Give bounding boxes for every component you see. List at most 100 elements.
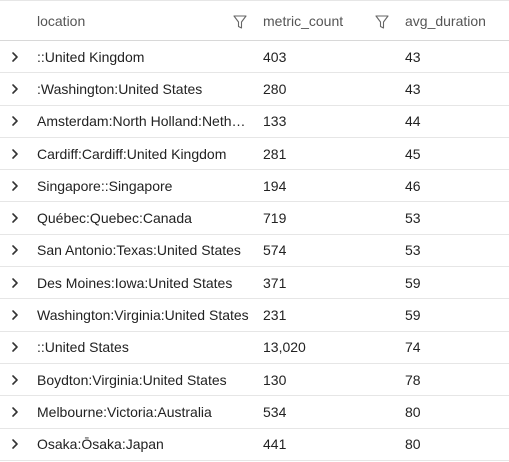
cell-avg-duration: 78 bbox=[405, 371, 421, 388]
column-header-location-label: location bbox=[37, 12, 86, 29]
cell-avg-duration: 80 bbox=[405, 436, 421, 453]
cell-avg-duration: 43 bbox=[405, 48, 421, 65]
table-row[interactable]: San Antonio:Texas:United States 574 53 bbox=[0, 235, 509, 268]
cell-metric-count: 371 bbox=[263, 274, 287, 291]
cell-location: ::United States bbox=[37, 332, 249, 363]
cell-location-text: Washington:Virginia:United States bbox=[37, 307, 249, 324]
column-header-metric-count-label: metric_count bbox=[263, 12, 344, 29]
expand-row-button[interactable] bbox=[0, 267, 30, 298]
table-row[interactable]: ::United Kingdom 403 43 bbox=[0, 41, 509, 74]
cell-location: Des Moines:Iowa:United States bbox=[37, 267, 249, 298]
chevron-right-icon bbox=[12, 84, 18, 94]
table-row[interactable]: Melbourne:Victoria:Australia 534 80 bbox=[0, 396, 509, 429]
column-header-avg-duration-label: avg_duration bbox=[405, 12, 486, 29]
table-row[interactable]: Washington:Virginia:United States 231 59 bbox=[0, 299, 509, 332]
expand-row-button[interactable] bbox=[0, 396, 30, 427]
cell-metric-count: 441 bbox=[263, 436, 287, 453]
cell-metric-count: 280 bbox=[263, 80, 287, 97]
grid-header: location metric_count avg_duration bbox=[0, 1, 509, 41]
table-row[interactable]: Boydton:Virginia:United States 130 78 bbox=[0, 364, 509, 397]
column-header-metric-count[interactable]: metric_count bbox=[263, 1, 383, 40]
cell-location: Washington:Virginia:United States bbox=[37, 299, 249, 330]
table-row[interactable]: ::United States 13,020 74 bbox=[0, 332, 509, 364]
chevron-right-icon bbox=[12, 116, 18, 127]
cell-location: Singapore::Singapore bbox=[37, 170, 249, 201]
cell-metric-count: 130 bbox=[263, 371, 287, 388]
expand-row-button[interactable] bbox=[0, 73, 30, 104]
cell-location-text: ::United Kingdom bbox=[37, 48, 145, 65]
table-row[interactable]: Amsterdam:North Holland:Netherlands 133 … bbox=[0, 106, 509, 138]
cell-location-text: Des Moines:Iowa:United States bbox=[37, 274, 233, 291]
filter-icon[interactable] bbox=[374, 14, 390, 30]
cell-avg-duration: 45 bbox=[405, 145, 421, 162]
cell-metric-count: 133 bbox=[263, 113, 287, 130]
expand-row-button[interactable] bbox=[0, 235, 30, 266]
table-row[interactable]: Cardiff:Cardiff:United Kingdom 281 45 bbox=[0, 138, 509, 171]
cell-location-text: Amsterdam:North Holland:Netherlands bbox=[37, 113, 249, 130]
cell-location: Osaka:Ōsaka:Japan bbox=[37, 429, 249, 460]
chevron-right-icon bbox=[12, 310, 18, 320]
chevron-right-icon bbox=[12, 407, 18, 417]
cell-location: Melbourne:Victoria:Australia bbox=[37, 396, 249, 427]
cell-metric-count: 13,020 bbox=[263, 339, 306, 356]
cell-avg-duration: 46 bbox=[405, 177, 421, 194]
cell-metric-count: 194 bbox=[263, 177, 287, 194]
cell-metric-count: 231 bbox=[263, 307, 287, 324]
expand-row-button[interactable] bbox=[0, 138, 30, 169]
cell-location-text: Melbourne:Victoria:Australia bbox=[37, 403, 212, 420]
chevron-right-icon bbox=[12, 342, 18, 353]
cell-metric-count: 281 bbox=[263, 145, 287, 162]
cell-metric-count: 719 bbox=[263, 210, 287, 227]
chevron-right-icon bbox=[12, 213, 18, 223]
cell-avg-duration: 80 bbox=[405, 403, 421, 420]
cell-avg-duration: 43 bbox=[405, 80, 421, 97]
cell-location: Québec:Quebec:Canada bbox=[37, 202, 249, 233]
cell-location-text: San Antonio:Texas:United States bbox=[37, 242, 241, 259]
table-row[interactable]: Singapore::Singapore 194 46 bbox=[0, 170, 509, 203]
chevron-right-icon bbox=[12, 374, 18, 385]
filter-icon[interactable] bbox=[232, 14, 248, 30]
chevron-right-icon bbox=[12, 277, 18, 288]
expand-row-button[interactable] bbox=[0, 202, 30, 233]
cell-avg-duration: 59 bbox=[405, 274, 421, 291]
cell-avg-duration: 59 bbox=[405, 307, 421, 324]
cell-metric-count: 403 bbox=[263, 48, 287, 65]
cell-location-text: Québec:Quebec:Canada bbox=[37, 210, 192, 227]
cell-location-text: ::United States bbox=[37, 339, 129, 356]
cell-location-text: :Washington:United States bbox=[37, 80, 203, 97]
cell-avg-duration: 74 bbox=[405, 339, 421, 356]
expand-row-button[interactable] bbox=[0, 170, 30, 201]
cell-location-text: Cardiff:Cardiff:United Kingdom bbox=[37, 145, 227, 162]
expand-row-button[interactable] bbox=[0, 106, 30, 137]
cell-location: Cardiff:Cardiff:United Kingdom bbox=[37, 138, 249, 169]
cell-location-text: Boydton:Virginia:United States bbox=[37, 371, 227, 388]
cell-location: ::United Kingdom bbox=[37, 41, 249, 72]
cell-location-text: Osaka:Ōsaka:Japan bbox=[37, 436, 164, 453]
cell-location: Boydton:Virginia:United States bbox=[37, 364, 249, 395]
chevron-right-icon bbox=[12, 439, 18, 450]
chevron-right-icon bbox=[12, 51, 18, 62]
cell-location: Amsterdam:North Holland:Netherlands bbox=[37, 106, 249, 137]
table-row[interactable]: Des Moines:Iowa:United States 371 59 bbox=[0, 267, 509, 300]
column-header-location[interactable]: location bbox=[37, 1, 249, 40]
chevron-right-icon bbox=[12, 245, 18, 256]
expand-row-button[interactable] bbox=[0, 41, 30, 72]
cell-avg-duration: 44 bbox=[405, 113, 421, 130]
cell-location: :Washington:United States bbox=[37, 73, 249, 104]
expand-row-button[interactable] bbox=[0, 364, 30, 395]
cell-location: San Antonio:Texas:United States bbox=[37, 235, 249, 266]
cell-location-text: Singapore::Singapore bbox=[37, 177, 173, 194]
table-row[interactable]: Québec:Quebec:Canada 719 53 bbox=[0, 202, 509, 235]
table-row[interactable]: Osaka:Ōsaka:Japan 441 80 bbox=[0, 429, 509, 461]
column-header-avg-duration[interactable]: avg_duration bbox=[405, 1, 505, 40]
expand-row-button[interactable] bbox=[0, 429, 30, 460]
cell-metric-count: 534 bbox=[263, 403, 287, 420]
expand-row-button[interactable] bbox=[0, 299, 30, 330]
table-row[interactable]: :Washington:United States 280 43 bbox=[0, 73, 509, 106]
grid-body: ::United Kingdom 403 43 :Washington:Unit… bbox=[0, 41, 509, 461]
cell-avg-duration: 53 bbox=[405, 210, 421, 227]
expand-row-button[interactable] bbox=[0, 332, 30, 363]
chevron-right-icon bbox=[12, 181, 18, 191]
chevron-right-icon bbox=[12, 148, 18, 159]
